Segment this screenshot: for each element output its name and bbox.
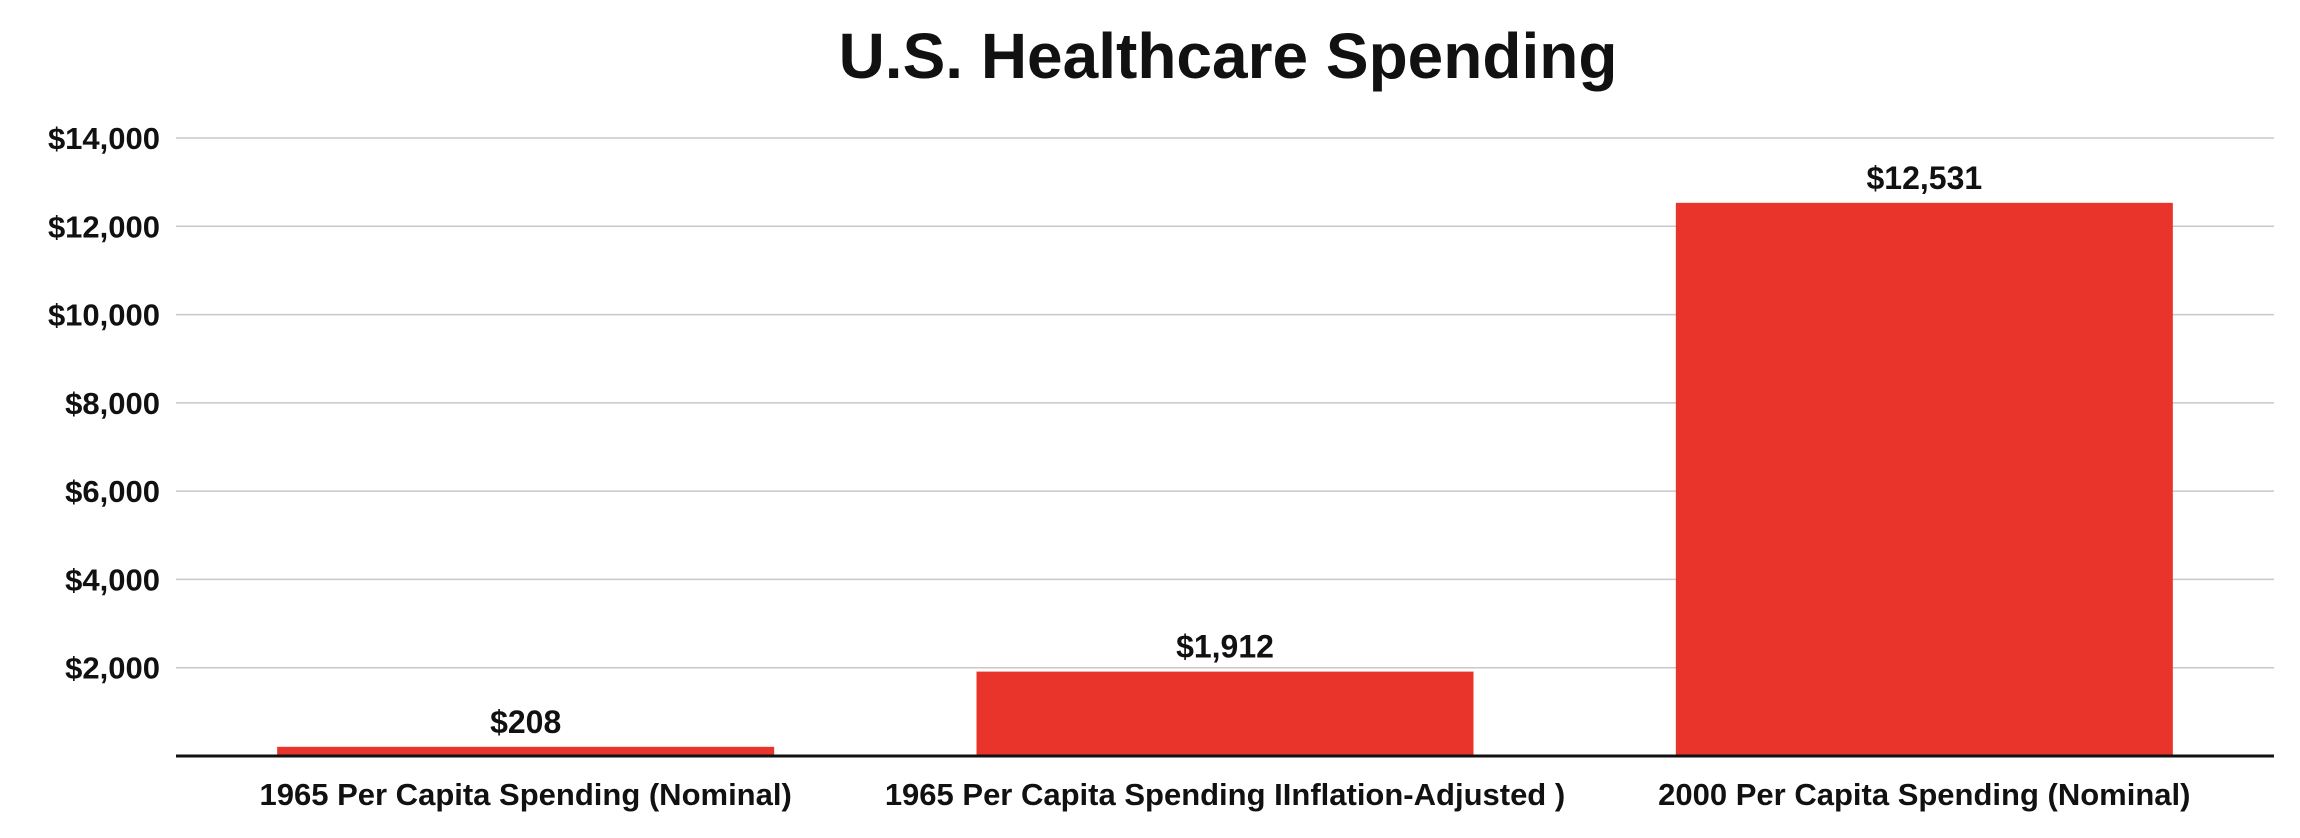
y-tick-label: $8,000 (65, 386, 160, 421)
gridlines (176, 137, 2274, 669)
bar-data-label: $1,912 (1176, 629, 1274, 665)
y-tick-label: $2,000 (65, 651, 160, 686)
bars (277, 202, 2173, 757)
y-tick-label: $10,000 (48, 298, 160, 333)
y-tick-label: $6,000 (65, 474, 160, 509)
data-labels: $208 $1,912 $12,531 (490, 160, 1982, 740)
bar (976, 671, 1474, 756)
bar-data-label: $12,531 (1866, 160, 1982, 196)
y-tick-label: $14,000 (48, 121, 160, 156)
bar (277, 746, 775, 756)
chart-title: U.S. Healthcare Spending (839, 20, 1618, 92)
bar (1675, 202, 2173, 757)
x-tick-label: 2000 Per Capita Spending (Nominal) (1658, 777, 2190, 812)
x-tick-label: 1965 Per Capita Spending (Nominal) (260, 777, 792, 812)
y-tick-label: $4,000 (65, 562, 160, 597)
y-axis-ticks: $2,000 $4,000 $6,000 $8,000 $10,000 $12,000 $1… (48, 121, 160, 686)
y-tick-label: $12,000 (48, 209, 160, 244)
x-tick-label: 1965 Per Capita Spending IInflation-Adju… (885, 777, 1565, 812)
x-axis-ticks: 1965 Per Capita Spending (Nominal) 1965 P… (260, 777, 2191, 812)
bar-data-label: $208 (490, 704, 561, 740)
